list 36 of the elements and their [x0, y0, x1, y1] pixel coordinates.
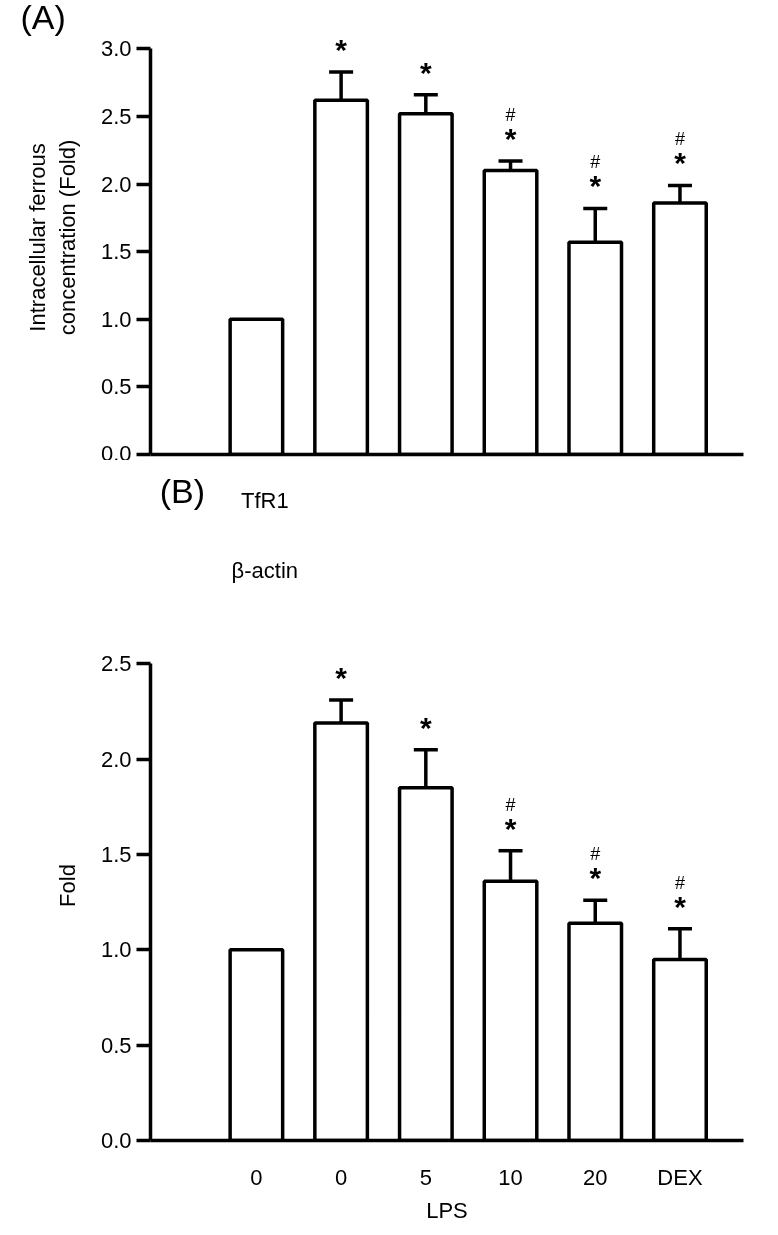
y-tick-label: 3.0	[100, 36, 132, 62]
data-label: # *	[504, 794, 517, 845]
data-label: # *	[504, 105, 517, 156]
data-label: *	[419, 710, 432, 744]
text: TfR1	[240, 488, 289, 513]
data-label: # *	[589, 152, 602, 203]
y-tick-label: 2.0	[100, 171, 132, 197]
y-tick-label: 1.0	[100, 306, 132, 332]
y-tick-label: 0.5	[100, 1032, 132, 1058]
y-tick-label: 1.0	[100, 937, 132, 963]
x-tick-label: 5	[419, 1164, 432, 1190]
data-label: # *	[589, 844, 602, 895]
y-axis-title: Fold	[54, 864, 80, 907]
data-label: *	[335, 661, 348, 695]
data-label: # *	[674, 872, 687, 923]
text: (A)	[20, 0, 66, 36]
y-tick-label: 0.0	[100, 440, 132, 466]
x-tick-label: 20	[583, 1164, 608, 1190]
y-tick-label: 1.5	[100, 239, 132, 265]
x-axis-title: LPS	[426, 1197, 468, 1223]
x-tick-label: DEX	[657, 1164, 703, 1190]
text: β-actin	[231, 558, 299, 583]
x-tick-label: 0	[334, 1164, 348, 1190]
y-tick-label: 0.0	[100, 1128, 132, 1153]
data-label: *	[335, 32, 348, 66]
y-axis-title: Intracellular ferrous concentration (Fold)	[24, 139, 80, 336]
y-tick-label: 0.5	[100, 374, 132, 400]
text: (B)	[159, 471, 205, 510]
y-tick-label: 2.0	[100, 746, 132, 772]
x-tick-label: 10	[498, 1164, 523, 1190]
x-tick-label: 0	[250, 1164, 263, 1190]
y-tick-label: 1.5	[100, 842, 132, 868]
y-tick-label: 2.5	[100, 103, 132, 129]
data-label: *	[419, 55, 432, 89]
data-label: # *	[674, 129, 687, 180]
y-tick-label: 2.5	[100, 651, 132, 677]
